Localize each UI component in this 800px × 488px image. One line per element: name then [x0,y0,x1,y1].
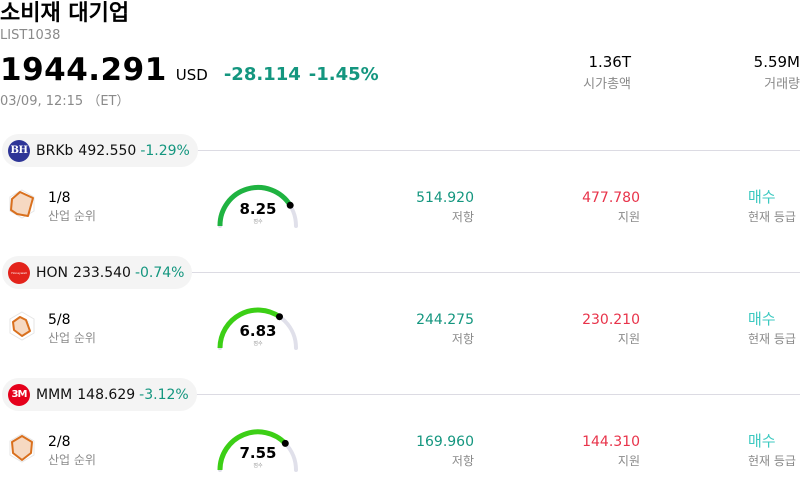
resistance: 169.960 저항 [400,434,474,469]
list-code: LIST1038 [0,28,61,43]
stock-change-pct: -3.12% [139,386,189,403]
industry-rank: 5/8 산업 순위 [48,312,96,346]
support-label: 지원 [617,454,640,468]
currency: USD [175,66,208,84]
stock-price: 492.550 [78,142,137,159]
rating-value: 매수 [748,432,776,450]
support: 144.310 지원 [570,434,640,469]
current-rating: 매수 현재 등급 [748,432,796,469]
resistance-label: 저항 [451,454,474,468]
price-row: 1944.291 USD -28.114 -1.45% [0,52,379,90]
score-gauge: 7.55 점수 [214,424,302,474]
market-cap-label: 시가총액 [583,77,631,92]
volume-value: 5.59M [753,53,800,71]
radar-chart-icon [9,311,35,341]
rank-label: 산업 순위 [48,331,96,345]
support-value: 144.310 [582,434,640,450]
current-rating: 매수 현재 등급 [748,310,796,347]
support-label: 지원 [617,210,640,224]
page-title: 소비재 대기업 [0,1,130,26]
rank-label: 산업 순위 [48,453,96,467]
current-rating: 매수 현재 등급 [748,188,796,225]
stock-symbol: MMM [36,386,73,403]
rank-value: 5/8 [48,312,71,328]
support-value: 230.210 [582,312,640,328]
stock-symbol: BRKb [36,142,74,159]
support: 477.780 지원 [570,190,640,225]
index-price: 1944.291 [0,52,167,88]
resistance-label: 저항 [451,210,474,224]
resistance: 514.920 저항 [400,190,474,225]
rating-label: 현재 등급 [748,210,796,224]
market-cap-value: 1.36T [588,53,631,71]
divider [190,150,800,151]
stock-section-brkb: BH BRKb 492.550 -1.29% 1/8 산업 순위 8.25 점수… [0,134,800,256]
berkshire-hathaway-logo-icon: BH [8,139,30,162]
divider [190,272,800,273]
radar-chart-icon [9,433,35,463]
resistance-value: 514.920 [416,190,474,206]
score-value: 7.55 [239,444,277,462]
score-label: 점수 [253,341,263,347]
divider [190,394,800,395]
stock-pill-brkb[interactable]: BH BRKb 492.550 -1.29% [2,134,198,167]
volume-label: 거래량 [764,77,800,92]
stock-price: 233.540 [73,264,131,281]
resistance: 244.275 저항 [400,312,474,347]
support-label: 지원 [617,332,640,346]
stock-pill-mmm[interactable]: 3M MMM 148.629 -3.12% [2,378,197,411]
stock-change-pct: -0.74% [134,264,185,281]
score-gauge: 8.25 점수 [214,180,302,230]
industry-rank: 1/8 산업 순위 [48,190,96,224]
industry-rank: 2/8 산업 순위 [48,434,96,468]
rank-value: 1/8 [48,190,71,206]
score-value: 8.25 [239,200,277,218]
stock-section-mmm: 3M MMM 148.629 -3.12% 2/8 산업 순위 7.55 점수 … [0,378,800,488]
volume-stat: 5.59M 거래량 [740,53,800,93]
score-gauge: 6.83 점수 [214,302,302,352]
rank-label: 산업 순위 [48,209,96,223]
resistance-label: 저항 [451,332,474,346]
resistance-value: 244.275 [416,312,474,328]
rating-value: 매수 [748,310,776,328]
stock-symbol: HON [36,264,69,281]
stock-section-hon: Honeywell HON 233.540 -0.74% 5/8 산업 순위 6… [0,256,800,378]
stock-pill-hon[interactable]: Honeywell HON 233.540 -0.74% [2,256,193,289]
score-label: 점수 [253,219,263,225]
3m-logo-icon: 3M [8,383,30,406]
resistance-value: 169.960 [416,434,474,450]
price-change-pct: -1.45% [308,64,379,85]
market-cap-stat: 1.36T 시가총액 [560,53,631,93]
stock-change-pct: -1.29% [140,142,190,159]
rank-value: 2/8 [48,434,71,450]
timestamp: 03/09, 12:15 （ET） [0,94,130,109]
rating-label: 현재 등급 [748,454,796,468]
support: 230.210 지원 [570,312,640,347]
rating-label: 현재 등급 [748,332,796,346]
score-value: 6.83 [239,322,277,340]
stock-price: 148.629 [77,386,136,403]
price-change: -28.114 [223,64,301,85]
radar-chart-icon [9,189,35,219]
support-value: 477.780 [582,190,640,206]
rating-value: 매수 [748,188,776,206]
score-label: 점수 [253,463,263,469]
honeywell-logo-icon: Honeywell [8,261,30,284]
